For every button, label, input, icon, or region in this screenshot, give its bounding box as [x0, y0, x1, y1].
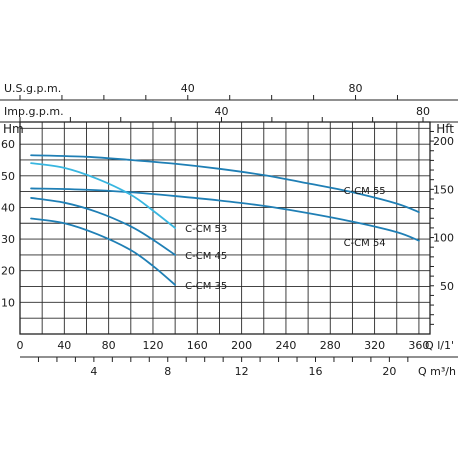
x-tick-label: 360: [408, 339, 429, 352]
us-gpm-tick-label: 40: [181, 82, 195, 95]
x-tick-label: 240: [275, 339, 296, 352]
y2-axis-unit-label: Hft: [436, 122, 454, 136]
series-c-cm-45-label: C-CM 45: [185, 251, 227, 262]
m3h-unit-label: Q m³/h: [418, 365, 456, 378]
imp-gpm-tick-label: 40: [214, 105, 228, 118]
series-c-cm-45-line: [30, 197, 177, 256]
y-axis-unit-label: Hm: [3, 122, 24, 136]
imp-gpm-tick-label: 80: [416, 105, 430, 118]
series-c-cm-55-line: [30, 154, 420, 214]
m3h-tick-label: 16: [308, 365, 322, 378]
series-c-cm-53-line: [30, 162, 177, 229]
x-tick-label: 40: [57, 339, 71, 352]
series-c-cm-54-label: C-CM 54: [344, 238, 386, 249]
us-gpm-unit-label: U.S.g.p.m.: [4, 82, 61, 95]
labels-group: C-CM 55 C-CM 54 C-CM 53 C-CM 45 C-CM 35: [185, 186, 386, 292]
x-tick-label: 200: [231, 339, 252, 352]
m3h-tick-label: 8: [164, 365, 171, 378]
y-tick-label: 50: [1, 170, 15, 183]
imp-gpm-unit-label: Imp.g.p.m.: [4, 105, 64, 118]
x-tick-label: 0: [17, 339, 24, 352]
x-tick-label: 280: [320, 339, 341, 352]
series-c-cm-35-line: [30, 217, 177, 286]
x-axis-unit-label: Q l/1': [425, 339, 454, 352]
series-c-cm-53-label: C-CM 53: [185, 224, 227, 235]
y2-tick-label: 100: [433, 232, 454, 245]
x-tick-label: 160: [187, 339, 208, 352]
y2-tick-label: 50: [440, 280, 454, 293]
y-tick-label: 30: [1, 233, 15, 246]
m3h-tick-label: 12: [235, 365, 249, 378]
x-tick-label: 320: [364, 339, 385, 352]
x-tick-label: 80: [102, 339, 116, 352]
series-group: [30, 154, 420, 286]
series-c-cm-55-label: C-CM 55: [344, 186, 386, 197]
y-tick-label: 20: [1, 265, 15, 278]
y-tick-label: 40: [1, 201, 15, 214]
us-gpm-tick-label: 80: [349, 82, 363, 95]
y2-tick-label: 150: [433, 183, 454, 196]
x-tick-label: 120: [142, 339, 163, 352]
m3h-tick-label: 20: [382, 365, 396, 378]
grid: [19, 121, 431, 335]
series-c-cm-35-label: C-CM 35: [185, 281, 227, 292]
series-c-cm-54-line: [30, 187, 420, 242]
y2-tick-label: 200: [433, 135, 454, 148]
y-tick-label: 60: [1, 138, 15, 151]
y-tick-label: 10: [1, 296, 15, 309]
m3h-tick-label: 4: [90, 365, 97, 378]
